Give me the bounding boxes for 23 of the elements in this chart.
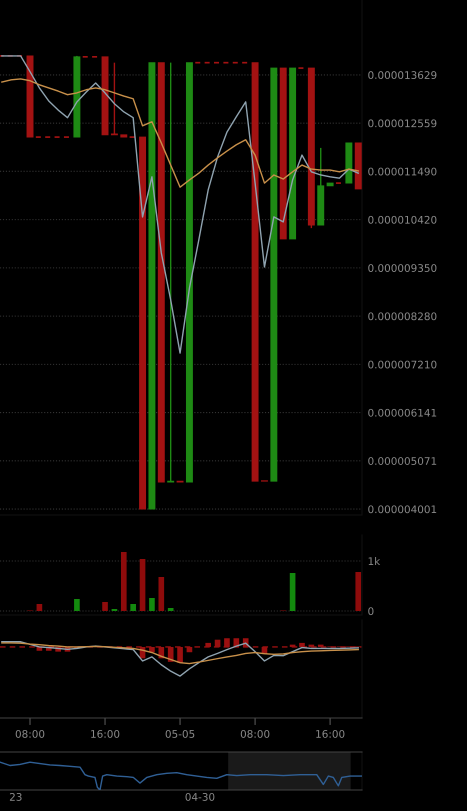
y-tick-label: 0.000012559 [368,119,436,128]
x-tick-label: 23 [10,792,22,801]
candlestick [110,62,118,136]
x-tick-label: 05-05 [166,730,194,738]
y-tick-label: 0.000011490 [368,168,436,176]
y-tick-label: 0.000004001 [368,505,436,514]
y-tick-label: 0.000013629 [368,71,436,80]
candlestick [167,62,174,483]
y-tick-label: 0.000006141 [368,408,436,417]
x-tick-label: 16:00 [91,730,120,738]
line-series [1,78,359,188]
y-tick-label: 0 [368,607,374,616]
x-tick-label: 08:00 [16,730,44,738]
x-tick-label: 08:00 [240,730,270,738]
line-series [1,55,359,354]
y-tick-label: 0.000009350 [368,264,436,272]
y-tick-label: 0.000005071 [368,457,436,465]
y-tick-label: 0.000007210 [368,360,436,368]
y-tick-label: 0.000010420 [368,216,436,224]
y-tick-label: 1k [368,557,380,565]
y-tick-label: 0.000008280 [368,312,436,320]
x-tick-label: 16:00 [316,730,344,738]
x-tick-label: 04-30 [186,792,214,801]
